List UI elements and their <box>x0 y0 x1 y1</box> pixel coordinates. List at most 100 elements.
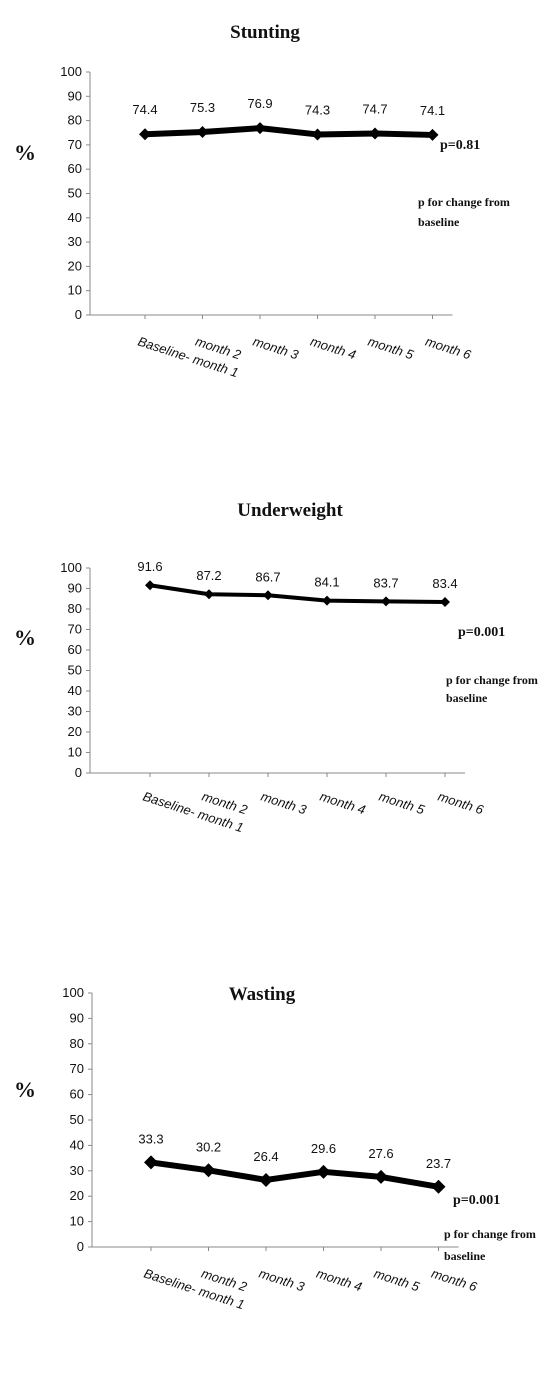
p-note-line: baseline <box>418 215 460 229</box>
data-label: 74.3 <box>305 102 330 117</box>
data-label: 86.7 <box>255 569 280 584</box>
y-tick-label: 20 <box>70 1188 84 1203</box>
y-tick-label: 70 <box>68 137 82 152</box>
y-tick-label: 50 <box>68 663 82 678</box>
chart-panel-1: Stunting%0102030405060708090100Baseline-… <box>14 22 510 380</box>
chart-panel-3: Wasting%0102030405060708090100Baseline- … <box>14 984 536 1312</box>
y-tick-label: 20 <box>68 258 82 273</box>
data-label: 87.2 <box>196 568 221 583</box>
y-tick-label: 100 <box>62 985 84 1000</box>
y-tick-label: 100 <box>60 64 82 79</box>
x-tick-label: month 4 <box>318 789 367 818</box>
data-point-marker <box>322 595 332 606</box>
chart-title: Wasting <box>229 984 296 1005</box>
y-axis-label: % <box>14 625 36 650</box>
y-tick-label: 20 <box>68 724 82 739</box>
data-label: 84.1 <box>314 575 339 590</box>
data-label: 23.7 <box>426 1156 451 1171</box>
y-tick-label: 90 <box>68 88 82 103</box>
y-axis-label: % <box>14 140 36 165</box>
x-tick-label: month 6 <box>430 1266 480 1295</box>
data-point-marker <box>431 1179 446 1194</box>
y-tick-label: 80 <box>68 113 82 128</box>
x-tick-label: month 3 <box>259 789 309 818</box>
p-value-label: p=0.001 <box>453 1193 500 1208</box>
y-tick-label: 90 <box>68 581 82 596</box>
p-note-line: baseline <box>444 1249 486 1263</box>
x-tick-label: month 5 <box>366 334 416 363</box>
series-line <box>149 583 446 605</box>
y-tick-label: 50 <box>70 1112 84 1127</box>
chart-title: Underweight <box>237 500 343 521</box>
data-label: 29.6 <box>311 1141 336 1156</box>
data-point-marker <box>316 1164 331 1179</box>
x-tick-label: month 4 <box>315 1266 364 1295</box>
data-point-marker <box>369 127 381 140</box>
series-line <box>144 125 433 138</box>
y-tick-label: 50 <box>68 186 82 201</box>
y-tick-label: 0 <box>75 765 82 780</box>
data-label: 83.4 <box>432 576 457 591</box>
series-line <box>150 1159 440 1190</box>
data-point-marker <box>196 126 209 139</box>
p-note-line: p for change from <box>418 195 510 209</box>
x-tick-label: month 6 <box>436 789 486 818</box>
data-point-marker <box>254 122 266 135</box>
y-tick-label: 10 <box>68 283 82 298</box>
y-tick-label: 80 <box>70 1036 84 1051</box>
data-point-marker <box>440 597 450 608</box>
data-point-marker <box>204 589 214 600</box>
p-note-line: p for change from <box>444 1227 536 1241</box>
y-tick-label: 100 <box>60 560 82 575</box>
y-tick-label: 40 <box>70 1137 84 1152</box>
x-tick-label: month 3 <box>257 1266 307 1295</box>
chart-panel-2: Underweight%0102030405060708090100Baseli… <box>14 500 538 835</box>
y-tick-label: 70 <box>68 622 82 637</box>
data-point-marker <box>426 128 439 141</box>
data-point-marker <box>381 596 391 607</box>
x-tick-label: month 4 <box>309 334 358 363</box>
y-tick-label: 60 <box>68 161 82 176</box>
data-label: 27.6 <box>368 1146 393 1161</box>
y-tick-label: 60 <box>70 1087 84 1102</box>
data-label: 74.7 <box>362 101 387 116</box>
data-point-marker <box>144 1155 158 1170</box>
data-point-marker <box>263 590 273 601</box>
y-tick-label: 40 <box>68 683 82 698</box>
y-tick-label: 10 <box>70 1214 84 1229</box>
y-tick-label: 30 <box>68 234 82 249</box>
y-tick-label: 60 <box>68 642 82 657</box>
p-note-line: p for change from <box>446 673 538 687</box>
y-tick-label: 30 <box>68 704 82 719</box>
data-label: 30.2 <box>196 1139 221 1154</box>
data-point-marker <box>311 128 324 141</box>
y-tick-label: 80 <box>68 601 82 616</box>
x-tick-label: month 5 <box>377 789 427 818</box>
data-label: 91.6 <box>137 559 162 574</box>
data-label: 74.4 <box>132 102 157 117</box>
x-tick-label: month 3 <box>251 334 301 363</box>
p-note-line: baseline <box>446 691 488 705</box>
data-point-marker <box>201 1163 216 1178</box>
x-tick-label: month 6 <box>424 334 474 363</box>
p-value-label: p=0.001 <box>458 625 505 640</box>
y-tick-label: 40 <box>68 210 82 225</box>
data-point-marker <box>145 580 155 591</box>
data-label: 74.1 <box>420 103 445 118</box>
data-point-marker <box>374 1169 388 1184</box>
y-tick-label: 70 <box>70 1061 84 1076</box>
x-tick-label: month 5 <box>372 1266 422 1295</box>
data-point-marker <box>139 128 151 141</box>
p-value-label: p=0.81 <box>440 138 480 153</box>
y-axis-label: % <box>14 1077 36 1102</box>
data-point-marker <box>259 1172 273 1187</box>
y-tick-label: 90 <box>70 1010 84 1025</box>
data-label: 26.4 <box>253 1149 278 1164</box>
data-label: 76.9 <box>247 96 272 111</box>
y-tick-label: 0 <box>75 307 82 322</box>
y-tick-label: 10 <box>68 745 82 760</box>
y-tick-label: 30 <box>70 1163 84 1178</box>
y-tick-label: 0 <box>77 1239 84 1254</box>
data-label: 75.3 <box>190 100 215 115</box>
